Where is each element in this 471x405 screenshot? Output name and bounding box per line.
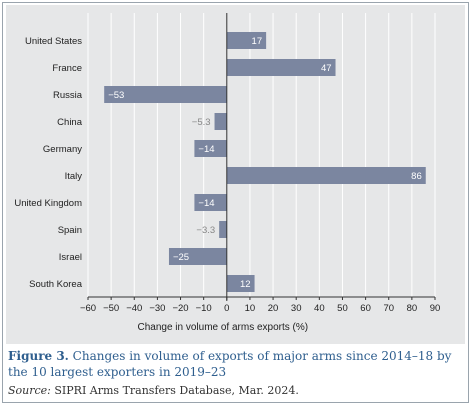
- bar-7: [219, 221, 227, 238]
- category-label-0: United States: [25, 36, 82, 47]
- x-tick-label-2: −40: [126, 303, 142, 314]
- bar-1: [226, 59, 336, 76]
- source-label: Source:: [8, 384, 51, 397]
- bar-0: [226, 32, 267, 49]
- bar-8: [168, 248, 227, 265]
- bar-9: [226, 275, 255, 292]
- x-tick-label-4: −20: [172, 303, 188, 314]
- category-label-3: China: [57, 117, 83, 128]
- x-tick-label-1: −50: [103, 303, 119, 314]
- value-label-0: 17: [252, 36, 263, 47]
- bar-3: [214, 113, 227, 130]
- x-tick-label-13: 70: [383, 303, 394, 314]
- source-text: SIPRI Arms Transfers Database, Mar. 2024…: [50, 384, 299, 397]
- x-tick-label-11: 50: [337, 303, 348, 314]
- category-label-1: France: [52, 63, 82, 74]
- value-label-8: −25: [173, 252, 189, 263]
- category-label-5: Italy: [65, 171, 83, 182]
- value-label-6: −14: [198, 198, 214, 209]
- x-tick-label-14: 80: [407, 303, 418, 314]
- value-label-5: 86: [411, 171, 422, 182]
- bar-2: [104, 86, 227, 103]
- value-label-3: −5.3: [192, 117, 211, 128]
- x-tick-label-12: 60: [360, 303, 371, 314]
- x-tick-label-6: 0: [224, 303, 229, 314]
- x-tick-label-0: −60: [80, 303, 96, 314]
- bar-4: [194, 140, 227, 157]
- source-note: Source: SIPRI Arms Transfers Database, M…: [8, 384, 463, 397]
- category-label-7: Spain: [58, 225, 82, 236]
- caption-text: Changes in volume of exports of major ar…: [8, 349, 452, 379]
- x-tick-label-10: 40: [314, 303, 325, 314]
- category-label-9: South Korea: [29, 279, 83, 290]
- figure-label: Figure 3.: [8, 349, 69, 363]
- figure-caption: Figure 3. Changes in volume of exports o…: [8, 348, 463, 380]
- x-tick-label-5: −10: [196, 303, 212, 314]
- bar-6: [194, 194, 227, 211]
- category-label-8: Israel: [59, 252, 82, 263]
- x-axis-title: Change in volume of arms exports (%): [137, 322, 308, 333]
- value-label-1: 47: [321, 63, 332, 74]
- value-label-9: 12: [240, 279, 251, 290]
- category-label-4: Germany: [43, 144, 82, 155]
- x-tick-label-9: 30: [291, 303, 302, 314]
- x-tick-label-3: −30: [149, 303, 165, 314]
- x-tick-label-7: 10: [245, 303, 256, 314]
- category-label-2: Russia: [53, 90, 83, 101]
- value-label-2: −53: [108, 90, 124, 101]
- value-label-7: −3.3: [196, 225, 215, 236]
- x-tick-label-8: 20: [268, 303, 279, 314]
- category-label-6: United Kingdom: [14, 198, 82, 209]
- bar-5: [226, 167, 426, 184]
- value-label-4: −14: [198, 144, 214, 155]
- bar-chart: United States 17 France 47 Russia −53 China −5.…: [14, 13, 441, 333]
- x-tick-label-15: 90: [430, 303, 441, 314]
